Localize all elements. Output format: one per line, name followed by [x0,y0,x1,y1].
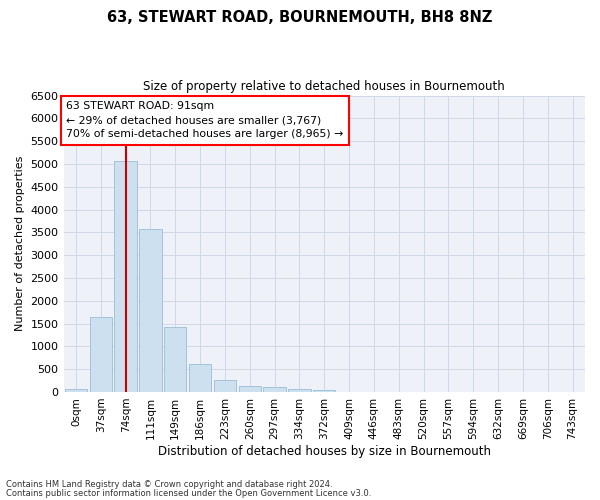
Bar [164,326,187,392]
Text: Contains HM Land Registry data © Crown copyright and database right 2024.: Contains HM Land Registry data © Crown c… [6,480,332,489]
Bar [239,386,261,392]
Bar [139,228,161,392]
Bar [214,380,236,392]
Y-axis label: Number of detached properties: Number of detached properties [15,156,25,332]
Text: 63 STEWART ROAD: 91sqm
← 29% of detached houses are smaller (3,767)
70% of semi-: 63 STEWART ROAD: 91sqm ← 29% of detached… [66,102,343,140]
Title: Size of property relative to detached houses in Bournemouth: Size of property relative to detached ho… [143,80,505,93]
Text: 63, STEWART ROAD, BOURNEMOUTH, BH8 8NZ: 63, STEWART ROAD, BOURNEMOUTH, BH8 8NZ [107,10,493,25]
Bar [263,388,286,392]
Bar [65,390,87,392]
Bar [115,161,137,392]
Bar [189,364,211,392]
Bar [313,390,335,392]
Bar [89,317,112,392]
Text: Contains public sector information licensed under the Open Government Licence v3: Contains public sector information licen… [6,489,371,498]
X-axis label: Distribution of detached houses by size in Bournemouth: Distribution of detached houses by size … [158,444,491,458]
Bar [288,389,311,392]
